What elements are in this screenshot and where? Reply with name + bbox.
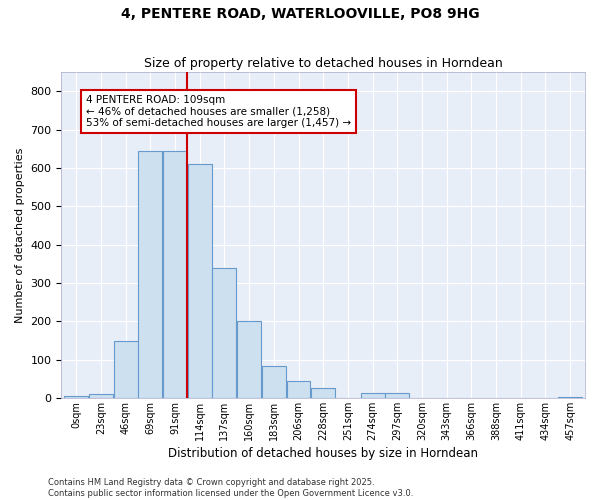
X-axis label: Distribution of detached houses by size in Horndean: Distribution of detached houses by size …	[168, 447, 478, 460]
Bar	[361, 394, 385, 398]
Text: 4, PENTERE ROAD, WATERLOOVILLE, PO8 9HG: 4, PENTERE ROAD, WATERLOOVILLE, PO8 9HG	[121, 8, 479, 22]
Bar	[212, 268, 236, 398]
Bar	[558, 397, 582, 398]
Bar	[237, 321, 261, 398]
Bar	[89, 394, 113, 398]
Bar	[113, 341, 137, 398]
Bar	[385, 394, 409, 398]
Bar	[262, 366, 286, 398]
Bar	[287, 382, 310, 398]
Bar	[311, 388, 335, 398]
Text: 4 PENTERE ROAD: 109sqm
← 46% of detached houses are smaller (1,258)
53% of semi-: 4 PENTERE ROAD: 109sqm ← 46% of detached…	[86, 95, 351, 128]
Title: Size of property relative to detached houses in Horndean: Size of property relative to detached ho…	[144, 56, 503, 70]
Bar	[64, 396, 88, 398]
Bar	[188, 164, 212, 398]
Y-axis label: Number of detached properties: Number of detached properties	[15, 148, 25, 322]
Text: Contains HM Land Registry data © Crown copyright and database right 2025.
Contai: Contains HM Land Registry data © Crown c…	[48, 478, 413, 498]
Bar	[139, 150, 162, 398]
Bar	[163, 150, 187, 398]
